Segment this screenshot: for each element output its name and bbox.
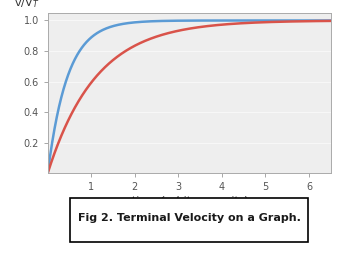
FancyBboxPatch shape (70, 198, 308, 242)
Text: v/V$_T$: v/V$_T$ (14, 0, 39, 10)
Text: Fig 2. Terminal Velocity on a Graph.: Fig 2. Terminal Velocity on a Graph. (78, 213, 301, 223)
X-axis label: time (arbitrary units): time (arbitrary units) (131, 196, 248, 206)
